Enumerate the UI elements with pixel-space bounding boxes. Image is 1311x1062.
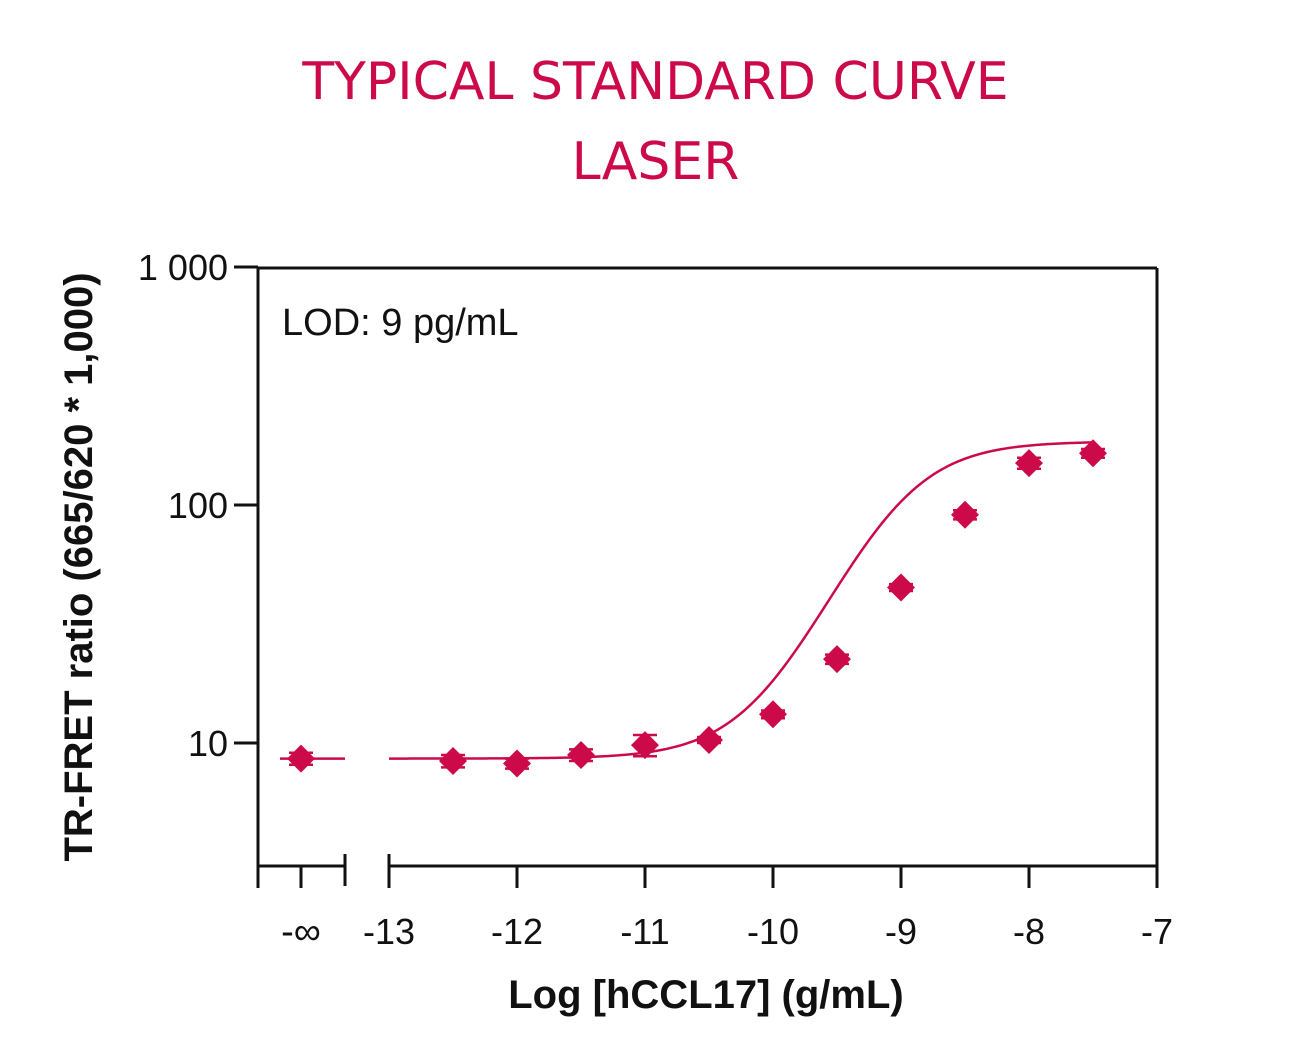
x-tick-label: -11 — [620, 911, 669, 952]
fit-curve — [389, 441, 1094, 760]
x-tick-label: -7 — [1141, 911, 1173, 952]
data-point — [631, 731, 659, 760]
x-tick-label: -∞ — [281, 911, 321, 953]
data-point — [1015, 449, 1043, 478]
x-tick-label: -8 — [1013, 911, 1045, 952]
chart-subtitle: LASER — [571, 132, 740, 192]
y-tick-label: 100 — [168, 485, 228, 526]
data-point — [287, 744, 315, 773]
data-point-layer — [287, 439, 1107, 778]
data-point — [823, 645, 851, 674]
data-point — [695, 725, 723, 754]
y-axis-label: TR-FRET ratio (665/620 * 1,000) — [57, 272, 101, 861]
x-tick-label: -9 — [885, 911, 917, 952]
data-point — [1079, 439, 1107, 468]
data-point — [887, 573, 915, 602]
x-tick-label: -10 — [747, 911, 799, 952]
x-axis-label: Log [hCCL17] (g/mL) — [508, 973, 904, 1017]
data-point — [567, 741, 595, 770]
data-point — [439, 747, 467, 776]
data-point — [759, 700, 787, 729]
x-tick-label: -13 — [363, 911, 415, 952]
plot-frame-layer — [256, 266, 1159, 886]
chart-title: TYPICAL STANDARD CURVE — [302, 52, 1009, 112]
y-tick-label: 1 000 — [138, 247, 228, 288]
x-tick-label: -12 — [491, 911, 543, 952]
data-point — [503, 749, 531, 778]
data-point — [951, 500, 979, 529]
y-tick-label: 10 — [188, 723, 228, 764]
axis-layer: -∞ -13 -12 -11 -10 -9 -8 -7 10 100 1 000 — [138, 247, 1173, 953]
lod-annotation: LOD: 9 pg/mL — [282, 302, 519, 344]
fit-curve-layer — [280, 441, 1094, 760]
